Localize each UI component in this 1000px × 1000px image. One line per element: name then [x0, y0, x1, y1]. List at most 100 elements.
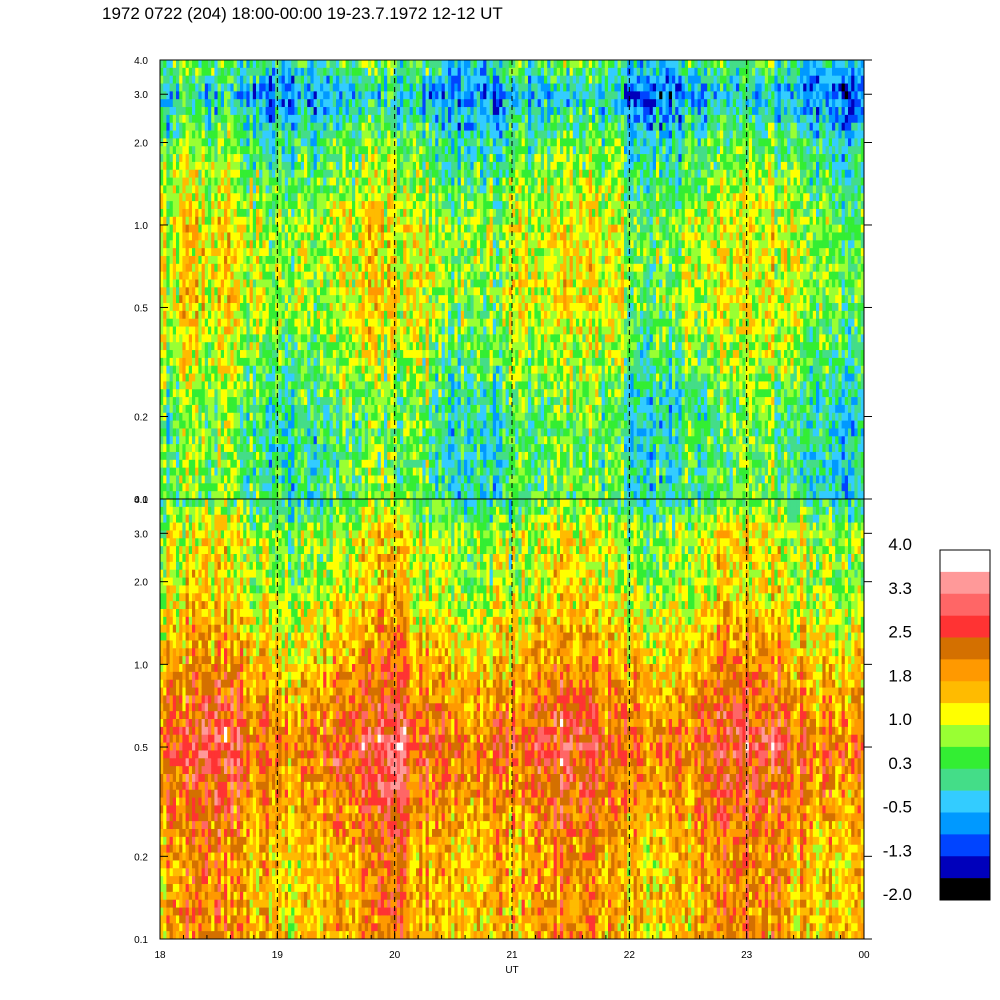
- heatmap-cell: [236, 279, 241, 288]
- heatmap-cell: [304, 146, 308, 155]
- heatmap-cell: [252, 404, 257, 414]
- heatmap-cell: [272, 201, 276, 210]
- heatmap-cell: [220, 169, 225, 178]
- heatmap-cell: [195, 483, 199, 492]
- heatmap-cell: [390, 138, 394, 147]
- heatmap-cell: [249, 263, 254, 273]
- heatmap-cell: [252, 451, 257, 461]
- heatmap-cell: [400, 232, 404, 241]
- heatmap-cell: [380, 381, 385, 390]
- heatmap-cell: [438, 287, 442, 296]
- heatmap-cell: [307, 240, 311, 249]
- heatmap-cell: [432, 185, 436, 194]
- heatmap-cell: [316, 169, 321, 178]
- heatmap-cell: [243, 161, 247, 171]
- heatmap-cell: [419, 389, 423, 398]
- heatmap-cell: [377, 60, 382, 69]
- heatmap-cell: [230, 350, 234, 359]
- heatmap-cell: [310, 326, 314, 335]
- heatmap-cell: [281, 169, 286, 178]
- heatmap-cell: [313, 248, 318, 257]
- heatmap-cell: [268, 232, 273, 241]
- heatmap-cell: [336, 475, 340, 484]
- heatmap-cell: [406, 365, 410, 374]
- heatmap-cell: [352, 483, 356, 492]
- heatmap-cell: [265, 451, 270, 461]
- heatmap-cell: [422, 318, 426, 327]
- heatmap-cell: [246, 420, 250, 429]
- heatmap-cell: [419, 67, 423, 77]
- heatmap-cell: [355, 451, 359, 461]
- heatmap-cell: [198, 99, 202, 108]
- heatmap-cell: [172, 146, 177, 155]
- heatmap-cell: [294, 122, 298, 131]
- heatmap-cell: [348, 232, 353, 241]
- heatmap-cell: [224, 326, 228, 335]
- heatmap-cell: [428, 91, 433, 100]
- heatmap-cell: [416, 412, 420, 422]
- heatmap-cell: [176, 350, 180, 359]
- heatmap-cell: [236, 451, 241, 461]
- heatmap-cell: [249, 287, 254, 296]
- heatmap-cell: [320, 475, 324, 484]
- heatmap-cell: [256, 146, 260, 155]
- heatmap-cell: [233, 232, 238, 241]
- heatmap-cell: [387, 169, 391, 178]
- heatmap-cell: [444, 138, 449, 147]
- heatmap-cell: [345, 201, 350, 210]
- heatmap-cell: [294, 279, 298, 288]
- heatmap-cell: [438, 216, 442, 226]
- heatmap-cell: [259, 467, 263, 476]
- heatmap-cell: [342, 154, 346, 163]
- heatmap-cell: [240, 91, 244, 100]
- heatmap-cell: [355, 177, 359, 186]
- heatmap-cell: [377, 83, 382, 92]
- heatmap-cell: [345, 310, 350, 320]
- heatmap-cell: [358, 271, 362, 280]
- heatmap-cell: [310, 255, 314, 265]
- heatmap-cell: [265, 185, 270, 194]
- heatmap-cell: [406, 279, 410, 288]
- heatmap-cell: [256, 436, 260, 445]
- heatmap-cell: [278, 318, 282, 327]
- heatmap-cell: [364, 436, 369, 445]
- heatmap-cell: [259, 161, 263, 171]
- heatmap-cell: [169, 451, 174, 461]
- heatmap-cell: [256, 295, 260, 304]
- heatmap-cell: [387, 216, 391, 226]
- heatmap-cell: [387, 91, 391, 100]
- heatmap-cell: [172, 475, 177, 484]
- heatmap-cell: [419, 397, 423, 406]
- heatmap-cell: [243, 130, 247, 139]
- heatmap-cell: [268, 404, 273, 414]
- heatmap-cell: [195, 114, 199, 124]
- heatmap-cell: [227, 428, 231, 437]
- heatmap-cell: [281, 310, 286, 320]
- heatmap-cell: [393, 365, 398, 374]
- heatmap-cell: [204, 99, 209, 108]
- heatmap-cell: [313, 365, 318, 374]
- heatmap-cell: [211, 185, 215, 194]
- heatmap-cell: [368, 107, 372, 116]
- heatmap-cell: [364, 342, 369, 351]
- heatmap-cell: [400, 350, 404, 359]
- heatmap-cell: [230, 248, 234, 257]
- heatmap-cell: [425, 459, 430, 469]
- heatmap-cell: [214, 60, 218, 69]
- heatmap-cell: [211, 436, 215, 445]
- heatmap-cell: [355, 146, 359, 155]
- heatmap-cell: [361, 365, 366, 374]
- heatmap-cell: [233, 295, 238, 304]
- heatmap-cell: [425, 146, 430, 155]
- heatmap-cell: [204, 177, 209, 186]
- heatmap-cell: [300, 491, 305, 500]
- heatmap-cell: [195, 381, 199, 390]
- heatmap-cell: [246, 459, 250, 469]
- heatmap-cell: [432, 263, 436, 273]
- heatmap-cell: [332, 412, 337, 422]
- heatmap-cell: [249, 326, 254, 335]
- heatmap-cell: [352, 467, 356, 476]
- heatmap-cell: [355, 271, 359, 280]
- heatmap-cell: [329, 397, 334, 406]
- heatmap-cell: [195, 107, 199, 116]
